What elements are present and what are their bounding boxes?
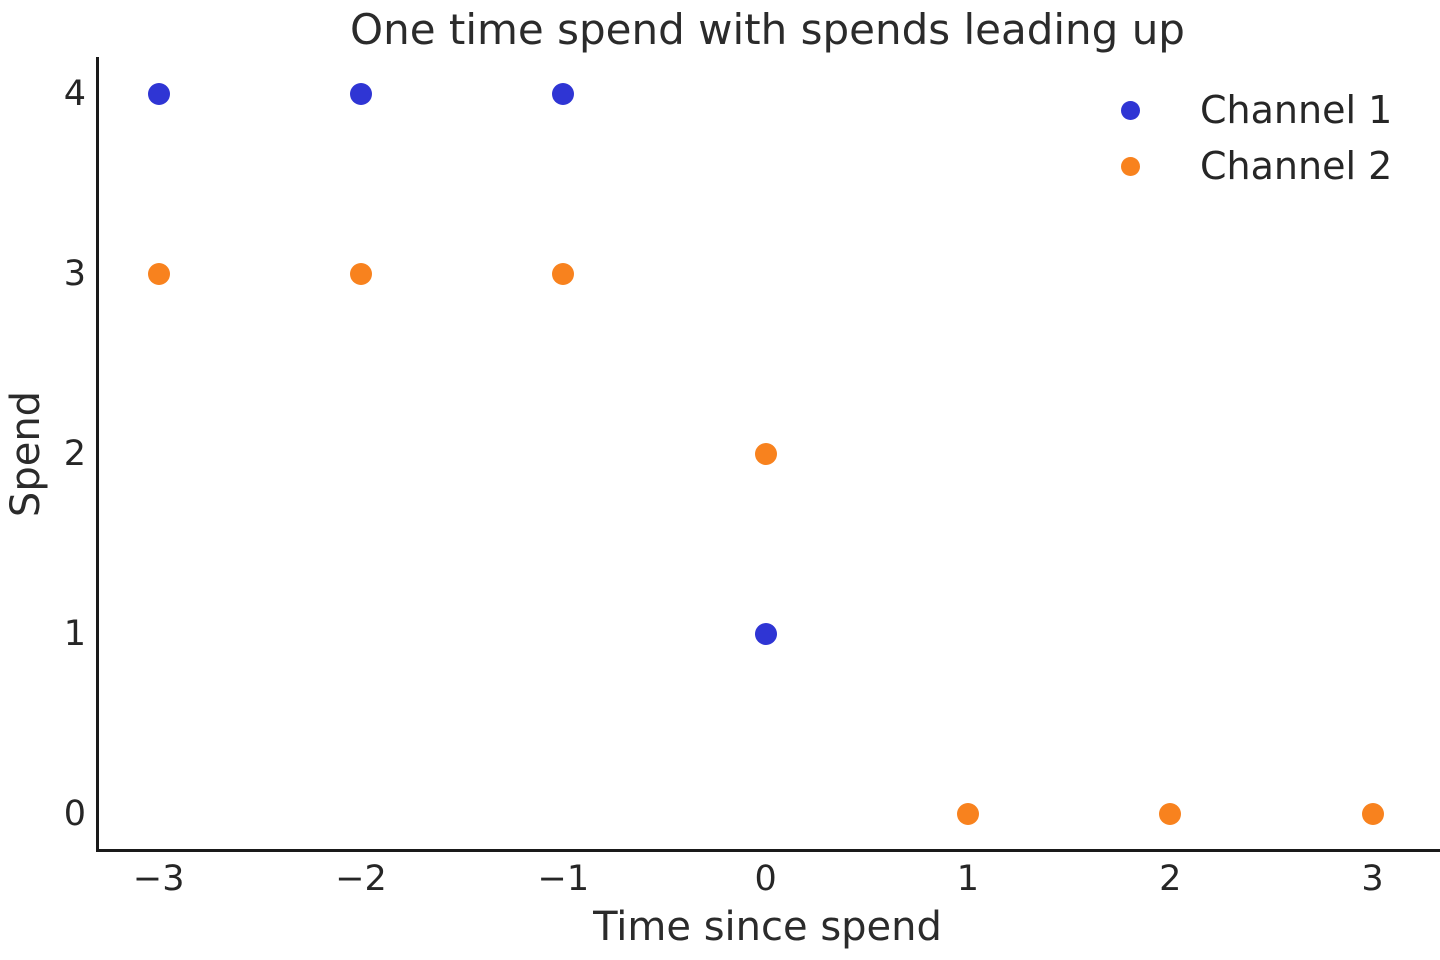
x-tick-label: 3: [1361, 859, 1384, 899]
legend-marker-circle-icon: [1121, 100, 1140, 120]
data-point: [552, 263, 575, 285]
x-tick-label: −2: [335, 859, 387, 899]
legend: Channel 1 Channel 2: [1121, 82, 1392, 194]
legend-item-channel-2: Channel 2: [1121, 138, 1392, 194]
data-point: [147, 263, 170, 285]
data-point: [1361, 803, 1384, 825]
data-point: [754, 443, 777, 465]
chart-title: One time spend with spends leading up: [350, 5, 1185, 54]
legend-label: Channel 1: [1200, 88, 1393, 132]
x-tick-label: 1: [956, 859, 980, 899]
y-axis-label: Spend: [3, 390, 49, 518]
data-point: [552, 83, 575, 105]
y-tick-label: 3: [63, 254, 86, 294]
x-axis-spine: [96, 849, 1440, 852]
x-tick-label: −3: [132, 859, 185, 899]
data-point: [754, 623, 777, 645]
data-point: [1159, 803, 1182, 825]
legend-item-channel-1: Channel 1: [1121, 82, 1392, 138]
y-tick-label: 1: [63, 614, 86, 654]
y-axis-spine: [96, 57, 99, 852]
x-tick-label: −1: [537, 859, 590, 899]
x-tick-label: 0: [754, 859, 777, 899]
x-tick-label: 2: [1159, 859, 1182, 899]
y-tick-label: 4: [63, 74, 86, 114]
data-point: [956, 803, 979, 825]
y-tick-label: 0: [63, 794, 86, 834]
data-point: [147, 83, 170, 105]
data-point: [350, 263, 372, 285]
y-tick-label: 2: [63, 434, 86, 474]
legend-marker-circle-icon: [1121, 156, 1140, 176]
x-axis-label: Time since spend: [593, 904, 942, 950]
data-point: [350, 83, 372, 105]
legend-label: Channel 2: [1200, 144, 1393, 188]
